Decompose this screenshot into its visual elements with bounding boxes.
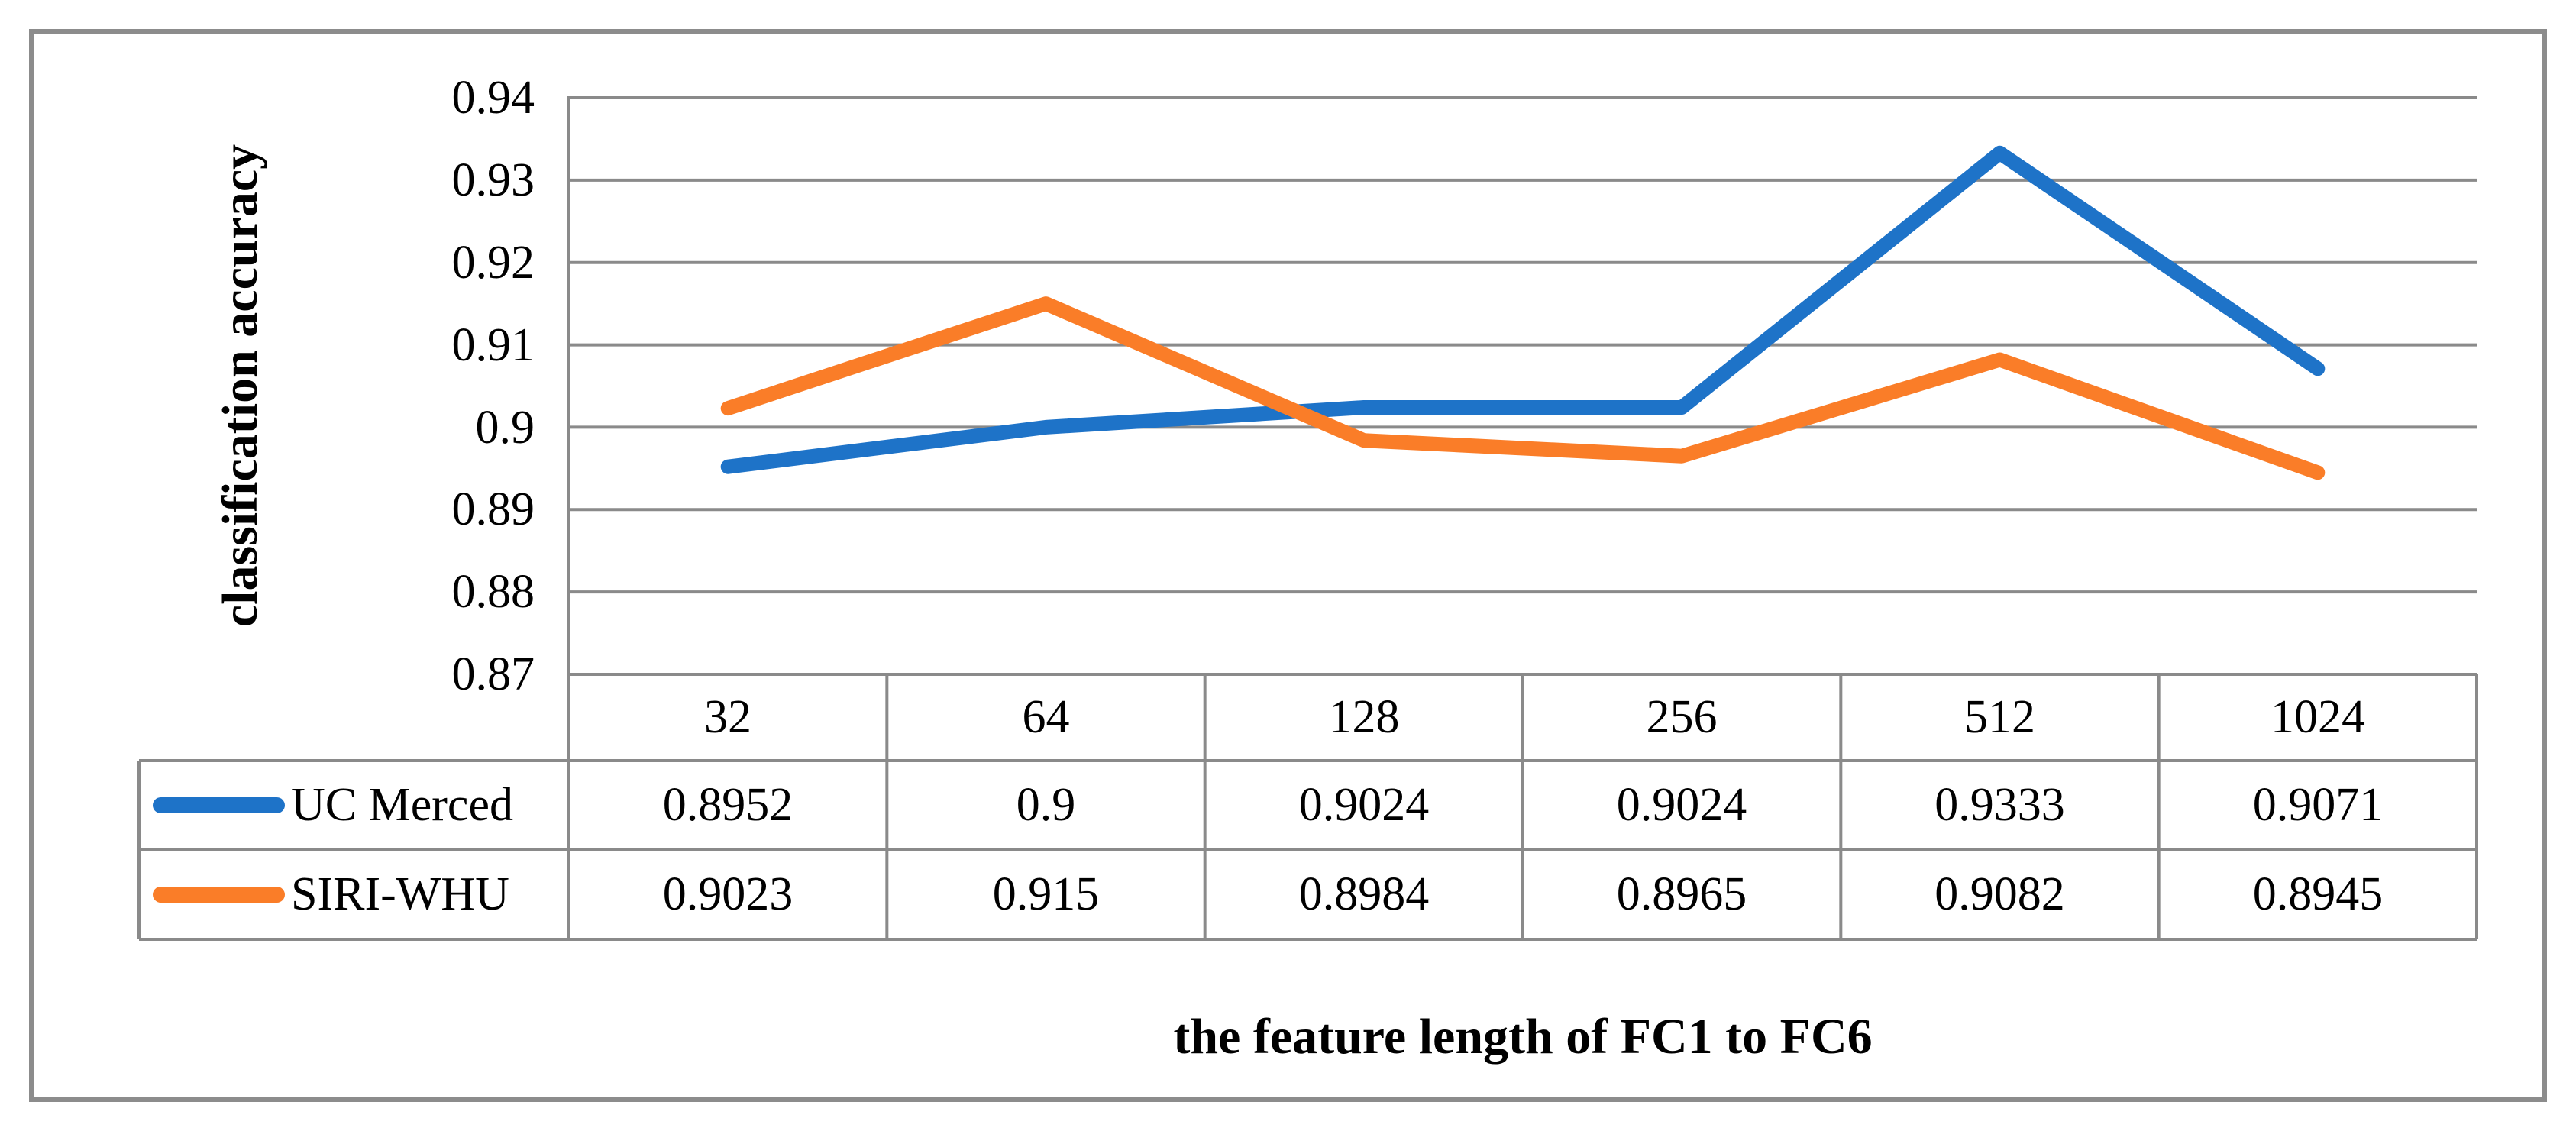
siri-whu-line-swatch-icon [153,887,285,903]
value-cell: 0.9023 [662,868,793,920]
category-cell: 64 [1022,691,1070,743]
y-tick-label: 0.89 [451,483,535,535]
value-cell: 0.9 [1016,779,1076,831]
legend-label: UC Merced [291,779,513,831]
uc-merced-line-swatch-icon [153,797,285,813]
value-cell: 0.9071 [2252,779,2384,831]
value-cell: 0.915 [992,868,1100,920]
legend-item-uc-merced: UC Merced [139,761,569,850]
category-cell: 256 [1646,691,1718,743]
category-cell: 512 [1964,691,2035,743]
category-cell: 1024 [2271,691,2365,743]
category-cell: 32 [704,691,751,743]
value-cell: 0.8945 [2252,868,2384,920]
value-cell: 0.8984 [1298,868,1430,920]
value-cell: 0.8952 [662,779,793,831]
value-cell: 0.8965 [1616,868,1747,920]
value-cell: 0.9333 [1934,779,2065,831]
series-line-uc-merced [720,145,2326,474]
y-tick-label: 0.93 [451,154,535,206]
value-cell: 0.9024 [1298,779,1430,831]
value-cell: 0.9024 [1616,779,1747,831]
y-tick-label: 0.94 [451,72,535,124]
value-cell: 0.9082 [1934,868,2065,920]
figure-border [29,29,2547,1102]
y-tick-label: 0.87 [451,648,535,700]
category-cell: 128 [1328,691,1400,743]
y-tick-label: 0.91 [451,319,535,371]
y-tick-label: 0.9 [475,402,535,454]
x-axis-title: the feature length of FC1 to FC6 [1173,1009,1873,1065]
y-tick-label: 0.88 [451,566,535,618]
legend-label: SIRI-WHU [291,868,509,920]
series-line-siri-whu [720,296,2326,480]
legend-item-siri-whu: SIRI-WHU [139,850,569,939]
y-tick-label: 0.92 [451,237,535,289]
